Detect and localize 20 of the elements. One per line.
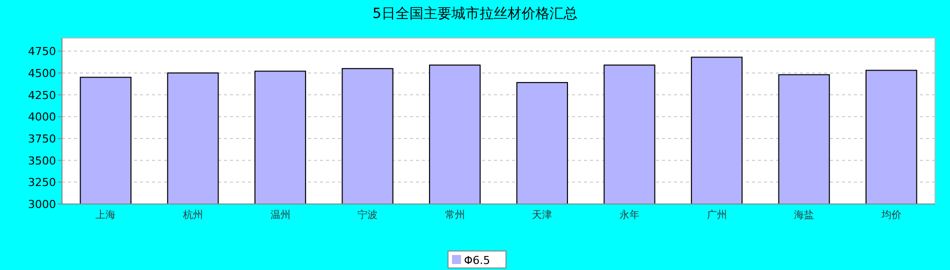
y-tick-label: 4250 [28,88,56,102]
y-tick-label: 4750 [28,45,56,58]
y-tick-label: 4000 [28,110,56,124]
y-tick-label: 3500 [28,154,56,168]
y-tick-label: 3000 [28,198,56,211]
x-tick-label: 广州 [706,209,727,221]
y-tick-label: 3750 [28,132,56,146]
x-tick-label: 天津 [532,209,552,221]
x-tick-label: 均价 [880,209,902,221]
x-tick-label: 温州 [270,209,290,221]
x-tick-label: 杭州 [182,209,203,221]
y-tick-label: 3250 [28,176,56,190]
legend-label: Φ6.5 [464,254,490,267]
x-tick-label: 常州 [444,209,465,221]
chart-title: 5日全国主要城市拉丝材价格汇总 [372,6,578,22]
x-tick-label: 上海 [96,209,116,221]
x-tick-label: 海盐 [794,209,814,221]
y-tick-label: 4500 [28,66,56,80]
x-tick-label: 宁波 [358,209,378,221]
x-tick-label: 永年 [619,209,640,221]
